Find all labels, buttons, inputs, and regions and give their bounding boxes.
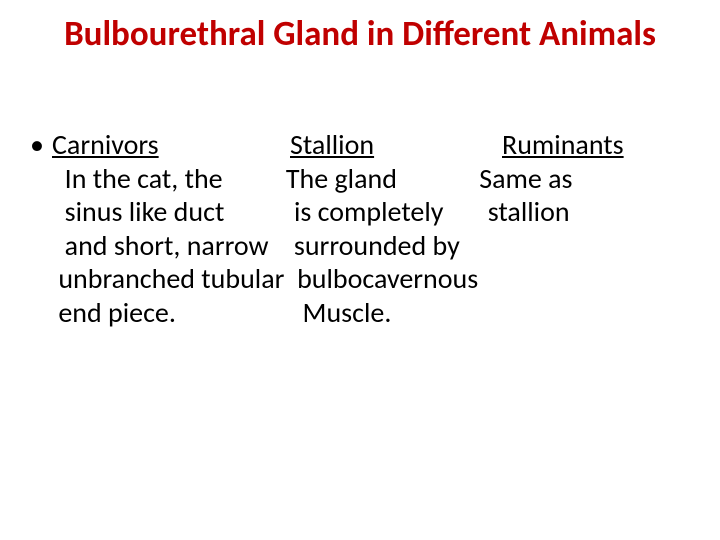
- heading-stallion: Stallion: [290, 128, 502, 162]
- slide-title: Bulbourethral Gland in Different Animals: [0, 0, 720, 54]
- heading-carnivors: Carnivors: [52, 128, 290, 162]
- body-line-3: and short, narrow surrounded by: [22, 229, 698, 263]
- column-headings: Carnivors Stallion Ruminants: [52, 128, 698, 162]
- body-line-1: In the cat, the The gland Same as: [22, 162, 698, 196]
- heading-ruminants: Ruminants: [502, 128, 698, 162]
- slide-content: • Carnivors Stallion Ruminants In the ca…: [22, 128, 698, 330]
- heading-row: • Carnivors Stallion Ruminants: [22, 128, 698, 162]
- body-line-4: unbranched tubular bulbocavernous: [22, 262, 698, 296]
- bullet-icon: •: [22, 128, 52, 162]
- body-line-2: sinus like duct is completely stallion: [22, 195, 698, 229]
- body-line-5: end piece. Muscle.: [22, 296, 698, 330]
